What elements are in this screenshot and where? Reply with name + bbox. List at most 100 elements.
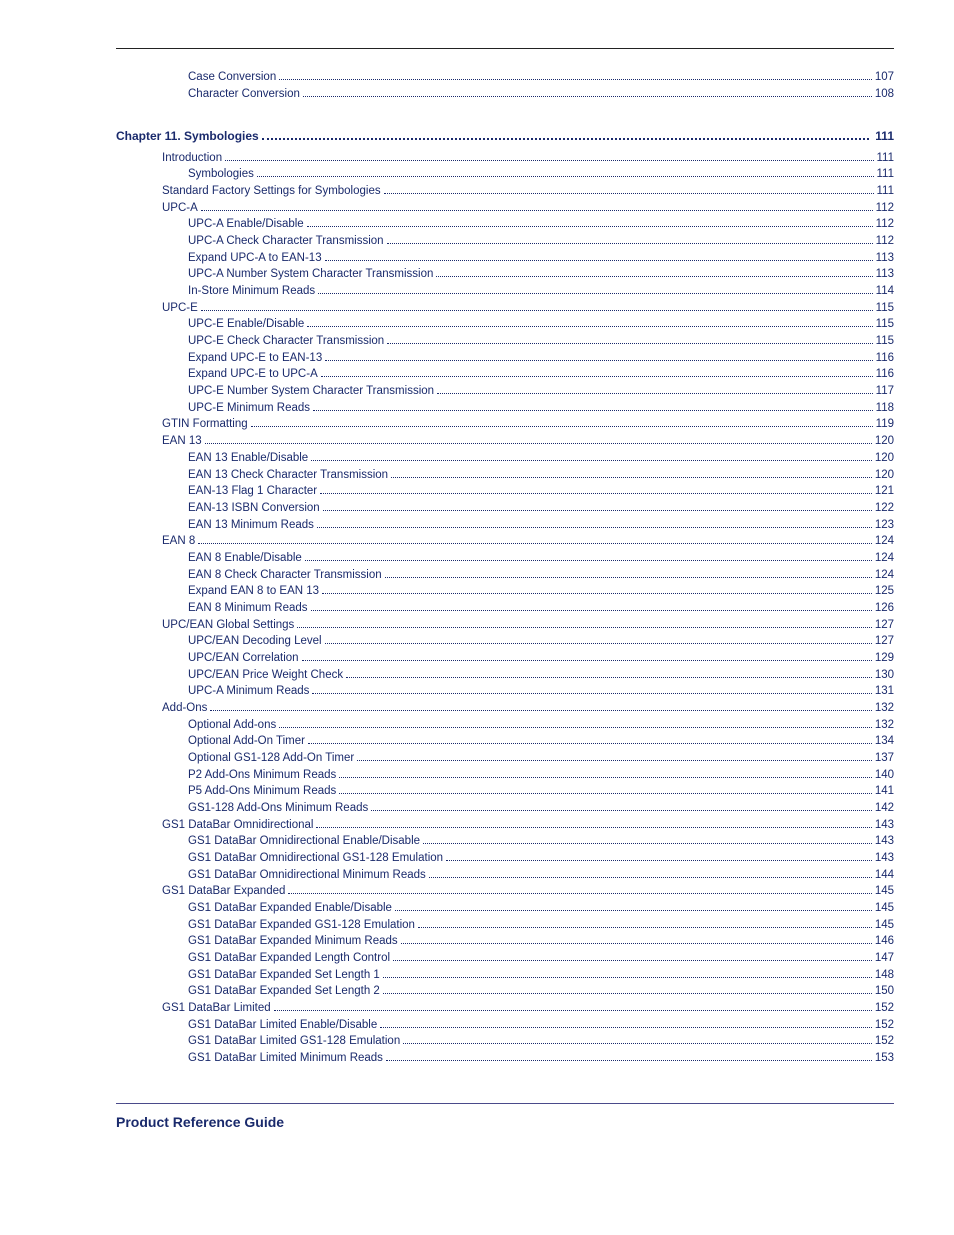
toc-leader-dots xyxy=(387,243,873,244)
toc-entry[interactable]: P2 Add-Ons Minimum Reads140 xyxy=(60,767,894,784)
toc-leader-dots xyxy=(318,293,872,294)
toc-entry[interactable]: EAN-13 ISBN Conversion122 xyxy=(60,500,894,517)
toc-leader-dots xyxy=(198,543,872,544)
toc-entry[interactable]: UPC/EAN Global Settings127 xyxy=(60,617,894,634)
toc-leader-dots xyxy=(357,760,872,761)
toc-entry-page: 153 xyxy=(875,1050,894,1067)
toc-entry-label: Expand EAN 8 to EAN 13 xyxy=(60,583,319,600)
toc-entry[interactable]: UPC-A Minimum Reads131 xyxy=(60,683,894,700)
top-rule xyxy=(116,48,894,49)
toc-entry[interactable]: Optional Add-ons132 xyxy=(60,717,894,734)
toc-entry-page: 143 xyxy=(875,850,894,867)
toc-entry-label: GS1 DataBar Omnidirectional xyxy=(60,817,313,834)
toc-entry[interactable]: UPC-A Number System Character Transmissi… xyxy=(60,266,894,283)
toc-entry-label: UPC-E xyxy=(60,300,198,317)
toc-entry[interactable]: UPC/EAN Price Weight Check130 xyxy=(60,667,894,684)
toc-entry[interactable]: UPC-E115 xyxy=(60,300,894,317)
toc-leader-dots xyxy=(380,1027,872,1028)
toc-entry[interactable]: EAN 8 Enable/Disable124 xyxy=(60,550,894,567)
toc-leader-dots xyxy=(384,193,874,194)
toc-leader-dots xyxy=(429,877,872,878)
toc-entry[interactable]: Symbologies 111 xyxy=(60,166,894,183)
toc-chapter[interactable]: Chapter 11. Symbologies111 xyxy=(60,128,894,145)
toc-entry[interactable]: GS1 DataBar Limited Minimum Reads153 xyxy=(60,1050,894,1067)
toc-entry[interactable]: Optional Add-On Timer134 xyxy=(60,733,894,750)
toc-entry-label: Expand UPC-E to UPC-A xyxy=(60,366,318,383)
toc-entry[interactable]: GS1 DataBar Expanded Set Length 2150 xyxy=(60,983,894,1000)
toc-leader-dots xyxy=(403,1043,872,1044)
toc-entry[interactable]: UPC-E Enable/Disable115 xyxy=(60,316,894,333)
toc-entry-label: Symbologies xyxy=(60,166,254,183)
toc-entry[interactable]: UPC-E Check Character Transmission115 xyxy=(60,333,894,350)
toc-entry[interactable]: GS1 DataBar Expanded GS1-128 Emulation14… xyxy=(60,917,894,934)
toc-entry[interactable]: Expand UPC-E to EAN-13116 xyxy=(60,350,894,367)
toc-entry[interactable]: GS1 DataBar Omnidirectional Enable/Disab… xyxy=(60,833,894,850)
toc-entry-label: GS1-128 Add-Ons Minimum Reads xyxy=(60,800,368,817)
toc-entry[interactable]: Standard Factory Settings for Symbologie… xyxy=(60,183,894,200)
toc-entry-page: 111 xyxy=(877,166,894,183)
footer-title: Product Reference Guide xyxy=(116,1114,894,1130)
toc-entry[interactable]: GS1 DataBar Limited GS1-128 Emulation152 xyxy=(60,1033,894,1050)
toc-entry[interactable]: UPC-E Number System Character Transmissi… xyxy=(60,383,894,400)
toc-entry[interactable]: UPC-A Check Character Transmission112 xyxy=(60,233,894,250)
toc-entry-page: 111 xyxy=(877,150,894,167)
toc-entry[interactable]: GS1 DataBar Omnidirectional Minimum Read… xyxy=(60,867,894,884)
toc-entry-label: Expand UPC-A to EAN-13 xyxy=(60,250,322,267)
toc-entry[interactable]: GS1 DataBar Expanded Enable/Disable145 xyxy=(60,900,894,917)
toc-entry[interactable]: GS1 DataBar Omnidirectional143 xyxy=(60,817,894,834)
toc-entry[interactable]: Expand EAN 8 to EAN 13125 xyxy=(60,583,894,600)
toc-entry-label: UPC/EAN Decoding Level xyxy=(60,633,322,650)
toc-leader-dots xyxy=(423,843,872,844)
toc-entry[interactable]: EAN 8 Check Character Transmission124 xyxy=(60,567,894,584)
toc-entry[interactable]: GS1 DataBar Expanded Minimum Reads146 xyxy=(60,933,894,950)
toc-entry[interactable]: EAN-13 Flag 1 Character121 xyxy=(60,483,894,500)
toc-entry[interactable]: EAN 8 Minimum Reads126 xyxy=(60,600,894,617)
toc-entry[interactable]: Expand UPC-E to UPC-A116 xyxy=(60,366,894,383)
toc-entry[interactable]: EAN 8124 xyxy=(60,533,894,550)
toc-entry[interactable]: GS1 DataBar Limited152 xyxy=(60,1000,894,1017)
toc-leader-dots xyxy=(257,176,874,177)
toc-entry[interactable]: UPC/EAN Decoding Level127 xyxy=(60,633,894,650)
toc-entry[interactable]: UPC/EAN Correlation129 xyxy=(60,650,894,667)
toc-entry[interactable]: Expand UPC-A to EAN-13113 xyxy=(60,250,894,267)
toc-entry-page: 145 xyxy=(875,917,894,934)
toc-entry[interactable]: Case Conversion107 xyxy=(60,69,894,86)
toc-entry-page: 116 xyxy=(876,350,894,367)
toc-entry[interactable]: Introduction111 xyxy=(60,150,894,167)
toc-entry[interactable]: GS1 DataBar Limited Enable/Disable 152 xyxy=(60,1017,894,1034)
toc-entry[interactable]: UPC-E Minimum Reads118 xyxy=(60,400,894,417)
toc-entry[interactable]: GS1-128 Add-Ons Minimum Reads142 xyxy=(60,800,894,817)
toc-leader-dots xyxy=(321,376,873,377)
toc-entry[interactable]: Optional GS1-128 Add-On Timer137 xyxy=(60,750,894,767)
toc-leader-dots xyxy=(316,827,871,828)
toc-entry[interactable]: UPC-A112 xyxy=(60,200,894,217)
toc-entry-label: UPC/EAN Price Weight Check xyxy=(60,667,343,684)
toc-entry-page: 124 xyxy=(875,550,894,567)
toc-entry-page: 129 xyxy=(875,650,894,667)
toc-entry-label: Case Conversion xyxy=(60,69,276,86)
toc-entry[interactable]: Character Conversion108 xyxy=(60,86,894,103)
toc-entry[interactable]: EAN 13 Check Character Transmission120 xyxy=(60,467,894,484)
toc-entry-page: 123 xyxy=(875,517,894,534)
toc-entry[interactable]: UPC-A Enable/Disable112 xyxy=(60,216,894,233)
toc-entry[interactable]: GTIN Formatting119 xyxy=(60,416,894,433)
toc-entry[interactable]: GS1 DataBar Expanded Set Length 1148 xyxy=(60,967,894,984)
toc-entry-label: EAN 8 Check Character Transmission xyxy=(60,567,382,584)
toc-entry[interactable]: EAN 13 Enable/Disable120 xyxy=(60,450,894,467)
toc-entry-page: 119 xyxy=(876,416,894,433)
toc-entry[interactable]: Add-Ons132 xyxy=(60,700,894,717)
toc-entry-label: GS1 DataBar Expanded Length Control xyxy=(60,950,390,967)
toc-entry[interactable]: GS1 DataBar Omnidirectional GS1-128 Emul… xyxy=(60,850,894,867)
toc-entry-label: GS1 DataBar Limited Enable/Disable xyxy=(60,1017,377,1034)
toc-entry-page: 148 xyxy=(875,967,894,984)
toc-entry[interactable]: In-Store Minimum Reads114 xyxy=(60,283,894,300)
toc-entry[interactable]: EAN 13120 xyxy=(60,433,894,450)
toc-entry[interactable]: GS1 DataBar Expanded Length Control147 xyxy=(60,950,894,967)
toc-entry-page: 152 xyxy=(875,1017,894,1034)
toc-entry-label: EAN-13 ISBN Conversion xyxy=(60,500,320,517)
toc-entry[interactable]: GS1 DataBar Expanded145 xyxy=(60,883,894,900)
toc-entry[interactable]: P5 Add-Ons Minimum Reads141 xyxy=(60,783,894,800)
toc-leader-dots xyxy=(297,627,872,628)
toc-leader-dots xyxy=(307,226,873,227)
toc-entry[interactable]: EAN 13 Minimum Reads123 xyxy=(60,517,894,534)
